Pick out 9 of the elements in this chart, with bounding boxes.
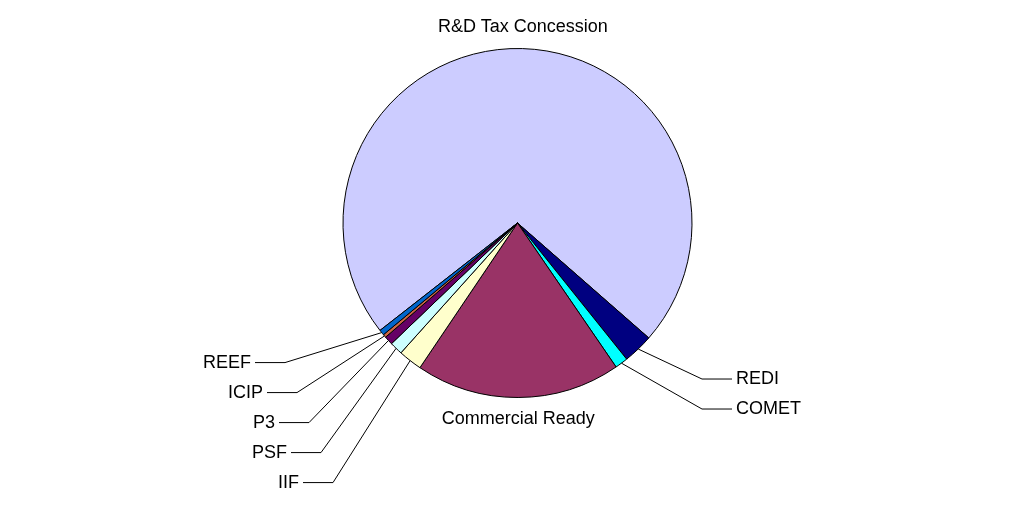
slice-label: P3	[252, 411, 275, 432]
slice-label: IIF	[278, 471, 299, 492]
slice-label: R&D Tax Concession	[438, 15, 608, 36]
slice-label: Commercial Ready	[441, 408, 595, 429]
slice-label: PSF	[251, 441, 287, 462]
slice-label: COMET	[736, 398, 801, 418]
slice-label: REEF	[202, 351, 251, 372]
slice-label: REDI	[736, 368, 780, 388]
slice-label: ICIP	[227, 381, 263, 402]
